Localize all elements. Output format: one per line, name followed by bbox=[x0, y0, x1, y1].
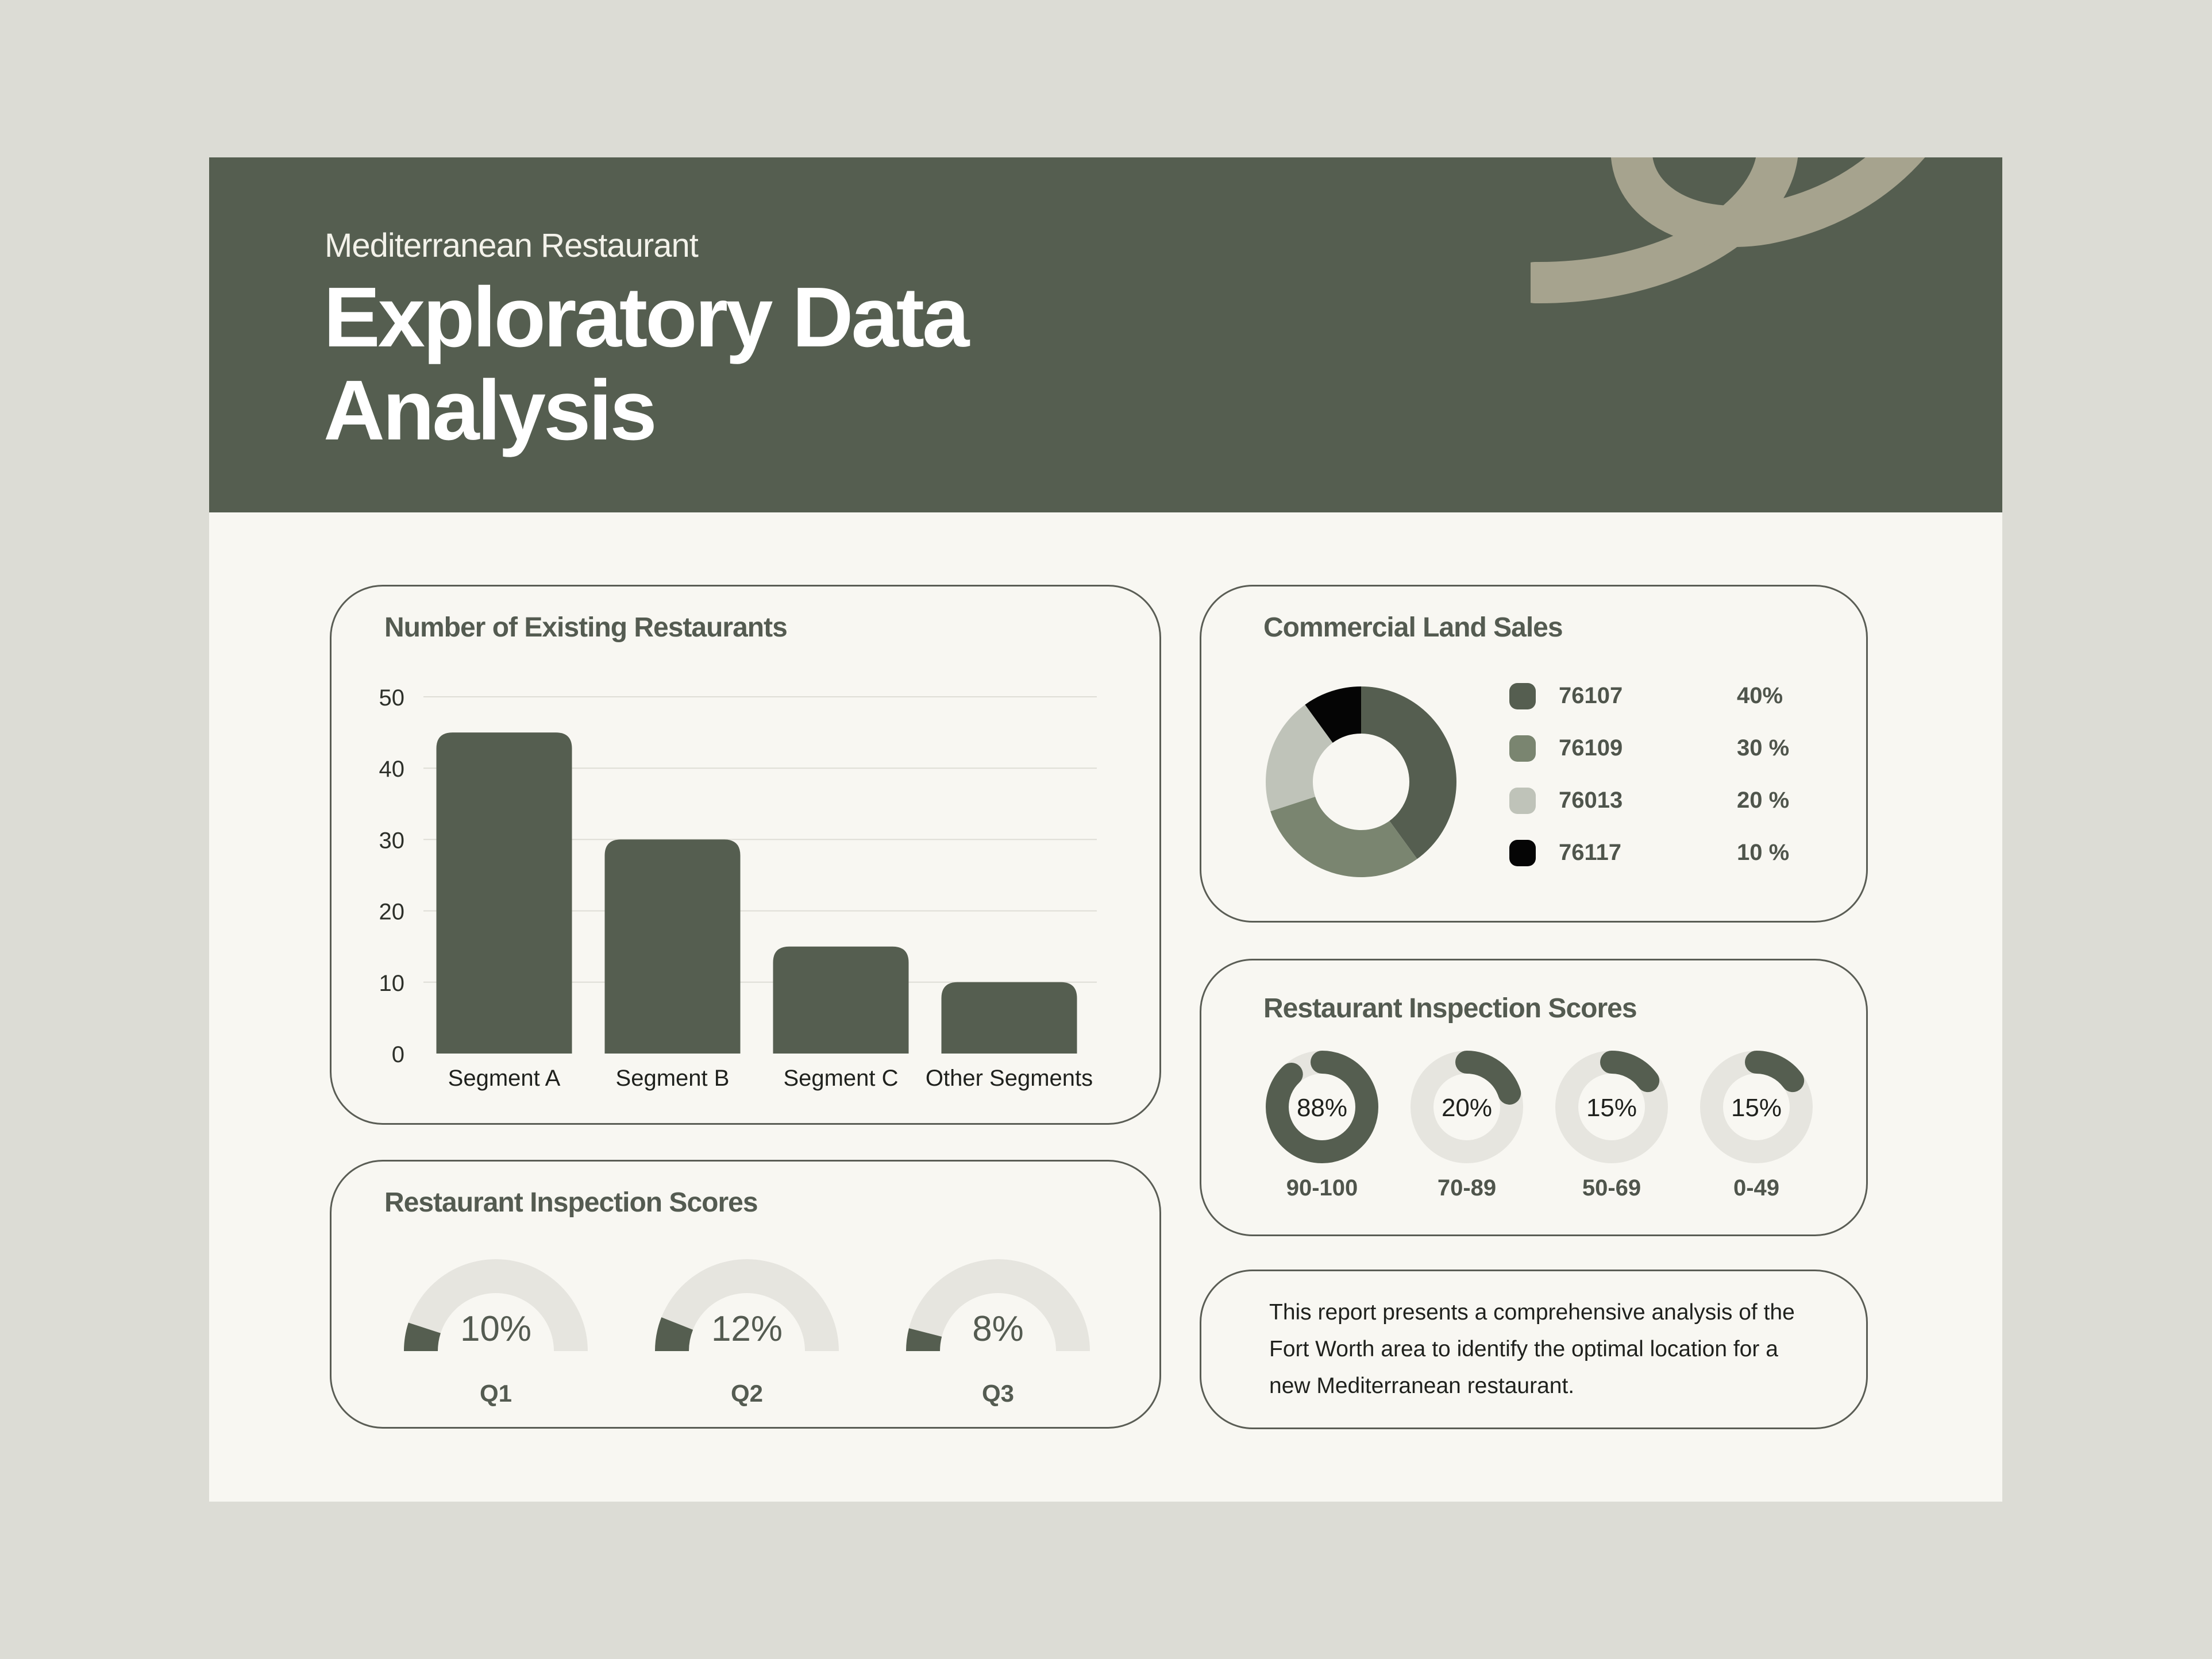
legend-item: 76013 20 % bbox=[1509, 783, 1854, 817]
bar bbox=[604, 839, 741, 1054]
y-tick-label: 20 bbox=[379, 900, 405, 925]
legend-swatch bbox=[1509, 840, 1536, 866]
score-range-label: 0-49 bbox=[1733, 1175, 1779, 1201]
y-tick-label: 10 bbox=[379, 971, 405, 996]
legend-code: 76109 bbox=[1559, 735, 1623, 761]
bar bbox=[436, 732, 572, 1054]
score-range-label: 70-89 bbox=[1438, 1175, 1496, 1201]
gauge-value: 10% bbox=[460, 1309, 531, 1349]
y-tick-label: 30 bbox=[379, 828, 405, 853]
donut-slice bbox=[1270, 796, 1417, 877]
bar bbox=[773, 946, 909, 1054]
bar-chart-card: Number of Existing Restaurants 0 10 20 30 40… bbox=[330, 585, 1161, 1125]
report-subtitle: Mediterranean Restaurant bbox=[325, 227, 699, 264]
legend-percent: 20 % bbox=[1737, 788, 1790, 813]
summary-text: This report presents a comprehensive ana… bbox=[1269, 1300, 1795, 1398]
bar-chart: 0 10 20 30 40 50 Segment A Segment B Segment C Ot… bbox=[379, 685, 1097, 1091]
gauge-track bbox=[906, 1259, 1090, 1351]
report-title-line-2: Analysis bbox=[323, 363, 657, 458]
bar bbox=[941, 982, 1077, 1054]
inspection-scores-card: Restaurant Inspection Scores 88% 90-100 20… bbox=[1200, 959, 1868, 1236]
y-tick-label: 50 bbox=[379, 685, 405, 711]
x-category-label: Segment A bbox=[448, 1066, 561, 1091]
quarter-scores-title: Restaurant Inspection Scores bbox=[384, 1187, 758, 1218]
gauge-track bbox=[655, 1259, 839, 1351]
quarter-scores-card: Restaurant Inspection Scores 10% Q1 12% Q2 8… bbox=[330, 1160, 1161, 1429]
gauge-fill bbox=[655, 1317, 693, 1351]
legend-code: 76117 bbox=[1559, 840, 1622, 865]
header-banner: Mediterranean Restaurant Exploratory Dat… bbox=[209, 157, 2002, 512]
score-ring-progress bbox=[1700, 1051, 1813, 1163]
score-ring-progress bbox=[1555, 1051, 1668, 1163]
score-ring-value: 88% bbox=[1297, 1094, 1347, 1122]
report-page: Mediterranean Restaurant Exploratory Dat… bbox=[209, 157, 2002, 1502]
gauge-fill bbox=[906, 1328, 942, 1351]
x-category-label: Other Segments bbox=[926, 1066, 1093, 1091]
legend-swatch bbox=[1509, 735, 1536, 762]
summary-card: This report presents a comprehensive ana… bbox=[1200, 1270, 1868, 1429]
score-range-label: 50-69 bbox=[1582, 1175, 1641, 1201]
x-category-label: Segment B bbox=[616, 1066, 730, 1091]
gauge-label: Q1 bbox=[480, 1380, 512, 1407]
score-ring-progress bbox=[1266, 1051, 1378, 1163]
legend-percent: 10 % bbox=[1737, 840, 1790, 865]
legend-item: 76107 40% bbox=[1509, 678, 1854, 713]
legend-item: 76117 10 % bbox=[1509, 835, 1854, 870]
land-sales-card: Commercial Land Sales 76107 40% 76109 30 % 7… bbox=[1200, 585, 1868, 923]
donut-slice bbox=[1266, 704, 1333, 812]
legend-percent: 40% bbox=[1737, 683, 1783, 708]
decorative-swirl bbox=[1531, 157, 1925, 304]
report-title-line-1: Exploratory Data bbox=[323, 270, 969, 365]
gauge-label: Q3 bbox=[982, 1380, 1014, 1407]
y-tick-label: 40 bbox=[379, 757, 405, 782]
gauge-value: 8% bbox=[972, 1309, 1024, 1349]
bar-chart-title: Number of Existing Restaurants bbox=[384, 612, 788, 643]
legend-code: 76107 bbox=[1559, 683, 1623, 708]
quarter-gauges: 10% Q1 12% Q2 8% Q3 bbox=[404, 1259, 1090, 1407]
legend-percent: 30 % bbox=[1737, 735, 1790, 761]
gauge-label: Q2 bbox=[731, 1380, 763, 1407]
score-ring-progress bbox=[1411, 1051, 1523, 1163]
land-sales-title: Commercial Land Sales bbox=[1263, 612, 1563, 643]
y-tick-label: 0 bbox=[392, 1042, 404, 1067]
inspection-scores-title: Restaurant Inspection Scores bbox=[1263, 993, 1637, 1024]
legend-item: 76109 30 % bbox=[1509, 731, 1854, 765]
legend-swatch bbox=[1509, 683, 1536, 709]
x-category-label: Segment C bbox=[783, 1066, 898, 1091]
gauge-value: 12% bbox=[711, 1309, 783, 1349]
gauge-track bbox=[404, 1259, 588, 1351]
score-ring-value: 15% bbox=[1731, 1094, 1782, 1122]
gauge-fill bbox=[404, 1322, 441, 1351]
score-ring-value: 15% bbox=[1586, 1094, 1637, 1122]
legend-code: 76013 bbox=[1559, 788, 1623, 813]
donut-slice bbox=[1305, 686, 1361, 743]
report-title: Exploratory Data Analysis bbox=[323, 270, 969, 458]
inspection-score-rings: 88% 90-100 20% 70-89 15% 50-69 15% 0-49 bbox=[1266, 1051, 1813, 1201]
score-ring-value: 20% bbox=[1442, 1094, 1492, 1122]
donut-slice bbox=[1361, 686, 1456, 859]
land-sales-donut bbox=[1266, 686, 1456, 877]
legend-swatch bbox=[1509, 788, 1536, 814]
score-range-label: 90-100 bbox=[1286, 1175, 1358, 1201]
